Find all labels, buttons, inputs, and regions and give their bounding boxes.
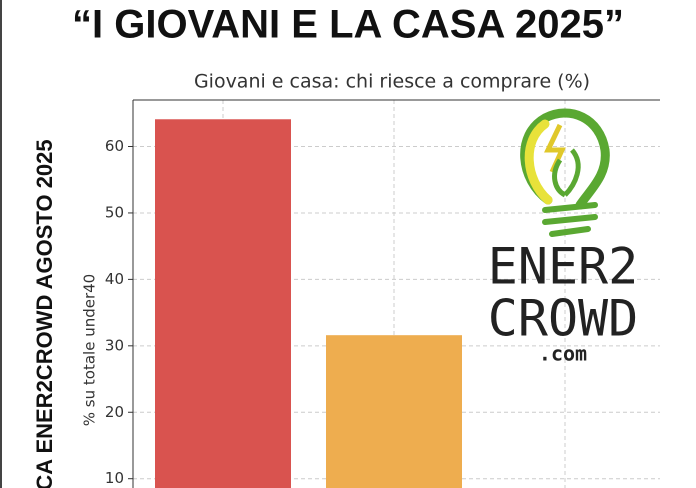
side-label: CA ENER2CROWD AGOSTO 2025 <box>32 139 57 488</box>
logo-text: ENER2 <box>488 238 639 296</box>
y-axis-label: % su totale under40 <box>81 274 99 426</box>
bar <box>155 119 291 488</box>
y-tick-label: 20 <box>105 403 124 421</box>
logo <box>520 108 610 237</box>
logo-domain: .com <box>539 342 587 366</box>
y-tick-label: 50 <box>105 203 124 221</box>
bar <box>326 335 462 488</box>
y-tick-label: 40 <box>105 270 124 288</box>
chart-subtitle: Giovani e casa: chi riesce a comprare (%… <box>194 71 590 93</box>
y-tick-label: 10 <box>105 469 124 487</box>
y-tick-label: 30 <box>105 336 124 354</box>
logo-text: CROWD <box>488 290 639 348</box>
logo-bulb-yellow <box>524 119 553 205</box>
logo-base <box>542 202 598 237</box>
chart-title: “I GIOVANI E LA CASA 2025” <box>72 3 624 47</box>
logo-leaf <box>552 148 581 198</box>
y-tick-label: 60 <box>105 137 124 155</box>
plot-area: 10 20 30 40 50 60 <box>105 100 660 488</box>
